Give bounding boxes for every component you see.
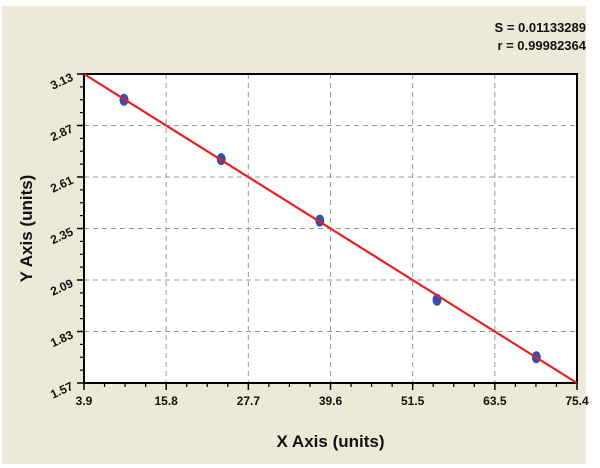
x-tick-label: 27.7 (237, 394, 261, 408)
x-tick-label: 3.9 (76, 394, 93, 408)
stat-s: S = 0.01133289 (494, 20, 586, 35)
y-tick-label: 3.13 (48, 70, 75, 93)
y-tick-label: 2.87 (48, 121, 75, 144)
y-tick-label: 1.57 (48, 379, 75, 402)
y-axis-label: Y Axis (units) (17, 175, 36, 283)
y-tick-label: 2.35 (48, 224, 75, 247)
stat-r: r = 0.99982364 (497, 38, 586, 53)
plot-border (83, 73, 578, 384)
y-tick-label: 2.61 (48, 173, 75, 196)
x-tick-label: 51.5 (401, 394, 425, 408)
fit-line (83, 73, 578, 384)
x-tick-label: 39.6 (319, 394, 343, 408)
x-tick-label: 15.8 (154, 394, 178, 408)
x-tick-label: 63.5 (483, 394, 507, 408)
x-axis-label: X Axis (units) (277, 432, 385, 451)
y-tick-label: 2.09 (48, 276, 75, 299)
y-tick-label: 1.83 (48, 327, 75, 350)
x-tick-label: 75.4 (565, 394, 589, 408)
